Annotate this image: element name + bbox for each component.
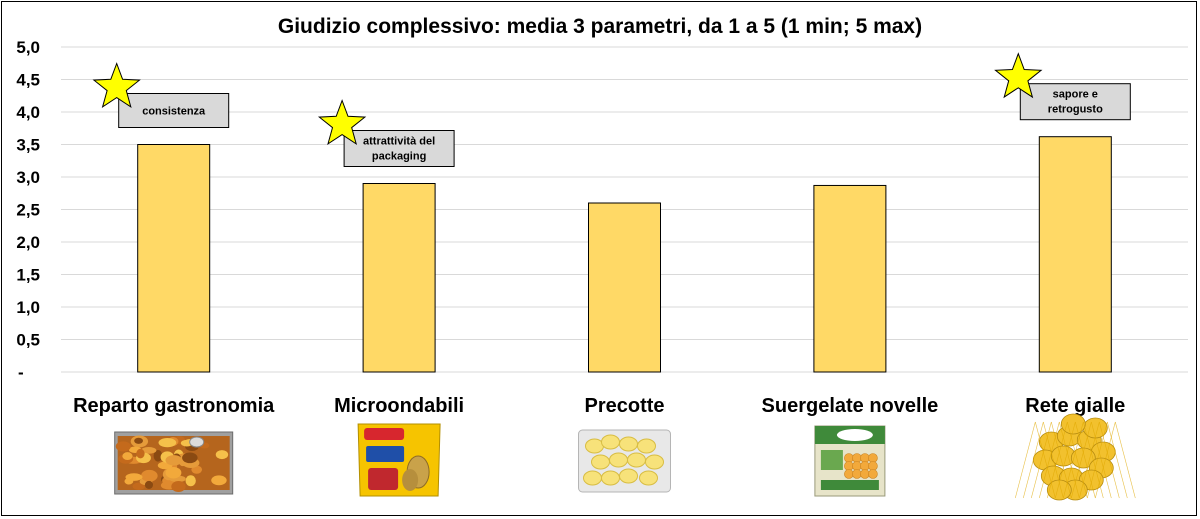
y-tick-label: 5,0 xyxy=(16,38,40,57)
bar xyxy=(813,184,887,373)
y-tick-label: 2,0 xyxy=(16,233,40,252)
annotations: consistenza attrattività del packaging sapo… xyxy=(92,52,1131,167)
y-tick-label: - xyxy=(18,363,24,382)
star-icon xyxy=(994,52,1043,99)
y-tick-label: 4,0 xyxy=(16,103,40,122)
annotation-callout: consistenza xyxy=(92,62,230,128)
chart-title: Giudizio complessivo: media 3 parametri,… xyxy=(278,15,922,38)
potato-net-bag-image xyxy=(1015,413,1136,501)
bar xyxy=(588,202,661,373)
annotation-callout: attrattività del packaging xyxy=(317,99,455,167)
annotation-text: consistenza xyxy=(142,106,206,118)
frozen-potato-box-image xyxy=(814,425,886,497)
annotation-box xyxy=(343,130,455,167)
microwave-potato-bag-image xyxy=(357,423,441,497)
category-label: Rete gialle xyxy=(1025,395,1125,417)
y-tick-label: 1,0 xyxy=(16,298,40,317)
bar xyxy=(362,183,436,373)
precooked-potato-pack-image xyxy=(578,429,671,493)
category-label: Reparto gastronomia xyxy=(73,395,275,417)
category-label: Suergelate novelle xyxy=(762,395,939,417)
bars xyxy=(137,136,1112,373)
annotation-text: sapore e xyxy=(1053,89,1098,101)
y-tick-label: 2,5 xyxy=(16,201,40,220)
annotation-callout: sapore e retrogusto xyxy=(994,52,1131,121)
y-tick-label: 0,5 xyxy=(16,331,40,350)
annotation-box xyxy=(1019,83,1131,121)
category-label: Microondabili xyxy=(334,395,464,417)
annotation-text: retrogusto xyxy=(1048,104,1103,116)
annotation-box xyxy=(118,93,230,128)
roasted-potatoes-tray-image xyxy=(114,431,234,495)
y-tick-label: 3,0 xyxy=(16,168,40,187)
product-images xyxy=(114,413,1136,501)
gridlines xyxy=(61,46,1188,373)
annotation-text: packaging xyxy=(372,151,426,163)
category-labels: Reparto gastronomia Microondabili Precotte… xyxy=(73,395,1125,417)
annotation-text: attrattività del xyxy=(363,136,435,148)
bar xyxy=(1038,136,1112,373)
y-tick-label: 4,5 xyxy=(16,71,40,90)
y-tick-label: 1,5 xyxy=(16,266,40,285)
star-icon xyxy=(317,99,367,146)
category-label: Precotte xyxy=(584,395,664,417)
star-icon xyxy=(92,62,141,109)
y-tick-label: 3,5 xyxy=(16,136,40,155)
y-axis-ticks: - 0,5 1,0 1,5 2,0 2,5 3,0 3,5 4,0 4,5 5,0 xyxy=(16,38,40,382)
bar xyxy=(137,144,211,373)
